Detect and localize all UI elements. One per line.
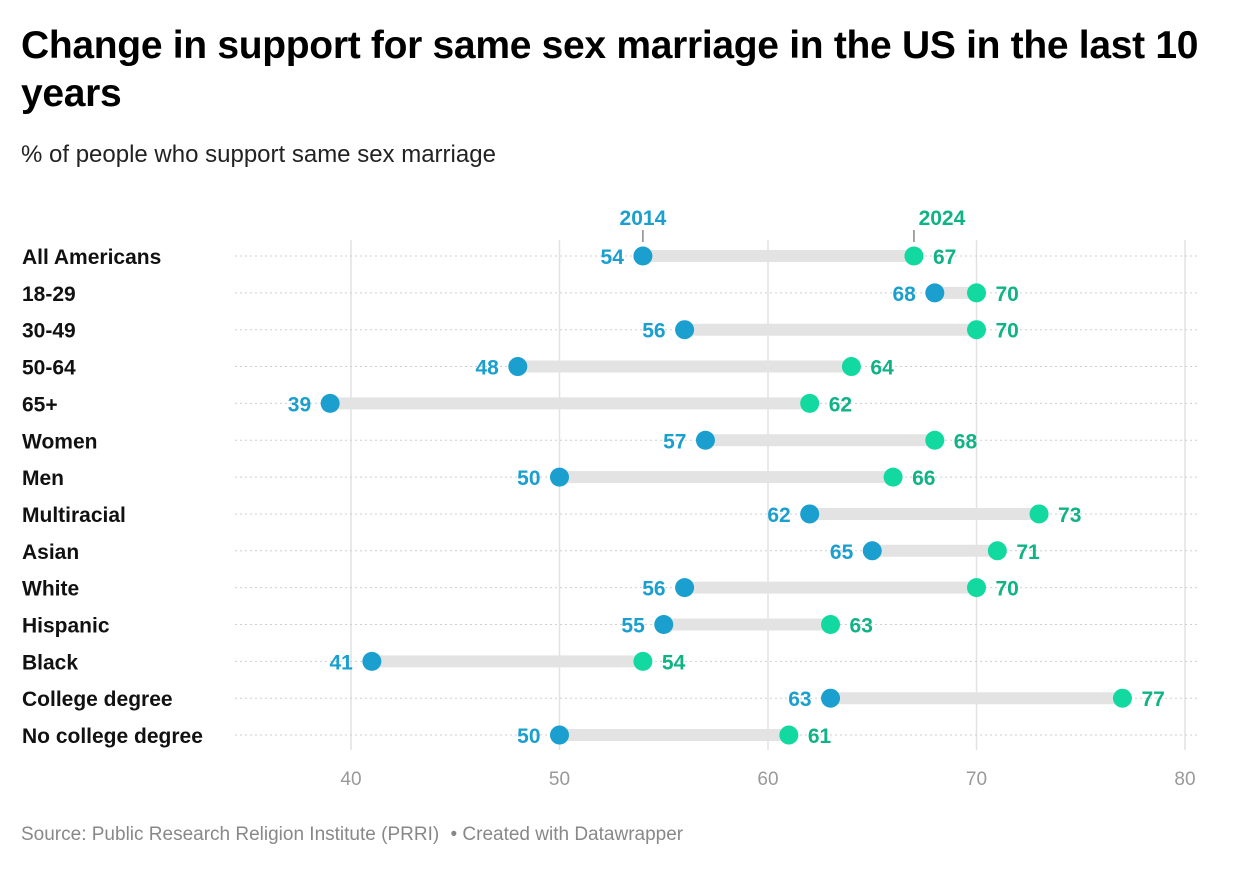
dot-2014 xyxy=(633,246,653,266)
value-label-2014: 54 xyxy=(601,246,625,269)
dot-2014 xyxy=(320,393,340,413)
dot-2024 xyxy=(967,283,986,303)
category-label: Men xyxy=(22,467,64,490)
dot-2024 xyxy=(841,357,861,377)
dot-2024 xyxy=(967,578,986,598)
dot-2024 xyxy=(1112,688,1132,708)
value-label-2024: 61 xyxy=(808,725,832,748)
value-label-2014: 56 xyxy=(642,320,665,343)
dot-2014 xyxy=(550,725,569,745)
value-label-2024: 70 xyxy=(996,320,1019,343)
category-label: College degree xyxy=(22,688,173,711)
value-label-2014: 57 xyxy=(663,430,686,453)
dot-2014 xyxy=(800,504,820,524)
value-label-2014: 48 xyxy=(475,357,499,380)
dot-2024 xyxy=(633,651,653,671)
credit-note: • Created with Datawrapper xyxy=(450,824,684,845)
x-tick-label: 40 xyxy=(340,769,361,790)
dot-2024 xyxy=(987,541,1007,561)
dot-2014 xyxy=(675,320,695,340)
category-label: Asian xyxy=(22,541,79,564)
category-label: White xyxy=(22,578,79,601)
value-label-2014: 50 xyxy=(517,467,540,490)
category-label: 30-49 xyxy=(22,320,76,343)
footer: Source: Public Research Religion Institu… xyxy=(21,824,689,846)
dot-2014 xyxy=(362,651,382,671)
category-label: Hispanic xyxy=(22,615,110,638)
value-label-2024: 70 xyxy=(996,283,1019,306)
x-tick-label: 80 xyxy=(1174,769,1195,790)
x-tick-label: 50 xyxy=(549,769,570,790)
x-tick-label: 60 xyxy=(757,769,778,790)
source-note: Source: Public Research Religion Institu… xyxy=(21,824,440,845)
dot-2014 xyxy=(654,615,674,634)
value-label-2024: 68 xyxy=(954,430,978,453)
category-label: 18-29 xyxy=(22,283,76,306)
value-label-2024: 64 xyxy=(870,357,894,380)
dot-2024 xyxy=(925,430,945,450)
value-label-2014: 62 xyxy=(767,504,790,527)
value-label-2014: 50 xyxy=(517,725,540,748)
x-tick-label: 70 xyxy=(966,769,987,790)
dot-2014 xyxy=(862,541,882,561)
dot-2014 xyxy=(675,578,695,598)
dot-2024 xyxy=(779,725,799,745)
dot-range-chart: 40 50 60 70 80 All Americans 54 67 18-29 68 70 30-4… xyxy=(22,207,1198,790)
category-label: 50-64 xyxy=(22,357,76,380)
category-label: Black xyxy=(22,651,78,674)
value-label-2024: 63 xyxy=(850,615,873,638)
dot-2014 xyxy=(695,430,715,450)
dot-2014 xyxy=(821,688,841,708)
dot-2024 xyxy=(1029,504,1049,524)
dot-2014 xyxy=(508,357,528,377)
category-label: Women xyxy=(22,430,97,453)
category-label: 65+ xyxy=(22,393,58,416)
dot-2024 xyxy=(800,393,820,413)
dot-2024 xyxy=(904,246,924,266)
value-label-2014: 68 xyxy=(892,283,916,306)
dot-2024 xyxy=(821,615,841,634)
dot-2014 xyxy=(925,283,945,303)
category-label: All Americans xyxy=(22,246,161,269)
value-label-2014: 55 xyxy=(621,615,645,638)
value-label-2014: 63 xyxy=(788,688,811,711)
value-label-2024: 77 xyxy=(1141,688,1164,711)
value-label-2024: 70 xyxy=(996,578,1019,601)
value-label-2014: 39 xyxy=(288,393,311,416)
value-label-2014: 65 xyxy=(830,541,854,564)
chart-subtitle: % of people who support same sex marriag… xyxy=(21,141,496,168)
dot-2024 xyxy=(967,320,986,340)
category-label: Multiracial xyxy=(22,504,126,527)
value-label-2014: 41 xyxy=(329,651,353,674)
value-label-2024: 67 xyxy=(933,246,956,269)
chart-title: Change in support for same sex marriage … xyxy=(21,24,1199,115)
category-label: No college degree xyxy=(22,725,203,748)
value-label-2024: 54 xyxy=(662,651,686,674)
dot-2024 xyxy=(883,467,903,487)
value-label-2024: 71 xyxy=(1016,541,1040,564)
value-label-2014: 56 xyxy=(642,578,665,601)
dot-2014 xyxy=(550,467,569,487)
legend-2024: 2024 xyxy=(919,207,966,230)
value-label-2024: 62 xyxy=(829,393,852,416)
value-label-2024: 66 xyxy=(912,467,935,490)
value-label-2024: 73 xyxy=(1058,504,1081,527)
legend-2014: 2014 xyxy=(620,207,667,230)
